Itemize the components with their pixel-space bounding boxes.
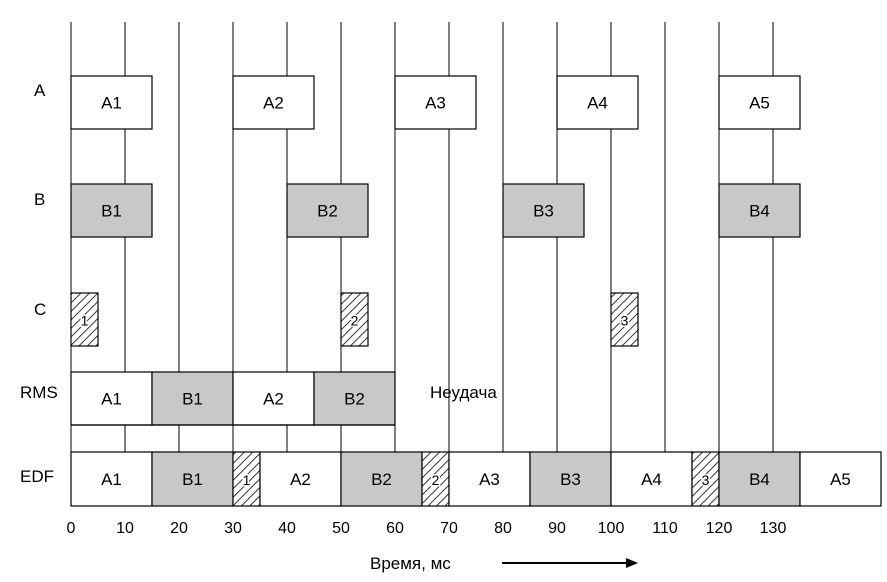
- block-edf: [529, 451, 612, 507]
- block-label: A4: [587, 94, 608, 113]
- block-label: A3: [425, 94, 446, 113]
- rms-failure-text: Неудача: [430, 383, 497, 402]
- tick-label: 60: [386, 520, 404, 537]
- row-labels: A B C RMS EDF: [20, 81, 58, 486]
- row-label-edf: EDF: [20, 467, 54, 486]
- block-edf: [340, 451, 423, 507]
- block-edf: [151, 451, 234, 507]
- row-label-b: B: [34, 190, 45, 209]
- block-label: A5: [830, 470, 851, 489]
- block-label: B4: [749, 202, 770, 221]
- block-b: [70, 183, 153, 238]
- block-label: A2: [290, 470, 311, 489]
- block-label: A5: [749, 94, 770, 113]
- block-label: B4: [749, 470, 770, 489]
- block-label: B3: [533, 202, 554, 221]
- block-label: B1: [182, 470, 203, 489]
- row-label-rms: RMS: [20, 383, 58, 402]
- tick-label: 120: [706, 520, 733, 537]
- block-a: [70, 75, 153, 130]
- x-axis-label: Время, мс: [370, 554, 451, 573]
- block-label: B1: [101, 202, 122, 221]
- block-label: B1: [182, 390, 203, 409]
- block-label: 1: [81, 313, 89, 329]
- arrow-right-icon: [502, 558, 638, 568]
- block-label: 1: [243, 472, 251, 488]
- block-c: [610, 292, 639, 347]
- block-edf: [70, 451, 153, 507]
- tick-label: 80: [494, 520, 512, 537]
- block-edf: [799, 451, 882, 507]
- block-label: B2: [317, 202, 338, 221]
- block-c: [70, 292, 99, 347]
- block-rms: [232, 371, 315, 426]
- block-label: 2: [351, 313, 359, 329]
- block-b: [502, 183, 585, 238]
- block-rms: [313, 371, 396, 426]
- tick-label: 90: [548, 520, 566, 537]
- row-label-a: A: [34, 81, 46, 100]
- block-label: 2: [432, 472, 440, 488]
- block-b: [718, 183, 801, 238]
- block-edf: [718, 451, 801, 507]
- task-blocks: A1 A2 A3 A4 A5 B1 B2 B3 B4 1 2 3 A1 B1 A2 B2 A1 B1 1 A2 B2 2 A…: [70, 75, 882, 507]
- block-label: A1: [101, 390, 122, 409]
- tick-label: 30: [224, 520, 242, 537]
- block-edf: [691, 451, 720, 507]
- block-a: [232, 75, 315, 130]
- block-label: A3: [479, 470, 500, 489]
- block-c: [340, 292, 369, 347]
- block-label: A1: [101, 94, 122, 113]
- block-label: A2: [263, 94, 284, 113]
- block-a: [718, 75, 801, 130]
- block-edf: [259, 451, 342, 507]
- row-label-c: C: [34, 300, 46, 319]
- block-a: [394, 75, 477, 130]
- block-label: A2: [263, 390, 284, 409]
- block-edf: [448, 451, 531, 507]
- tick-label: 100: [598, 520, 625, 537]
- block-label: B3: [560, 470, 581, 489]
- block-label: A4: [641, 470, 662, 489]
- time-axis-ticks: 0 10 20 30 40 50 60 70 80 90 100 110 120 130: [67, 520, 787, 537]
- tick-label: 110: [652, 520, 678, 537]
- tick-label: 0: [67, 520, 76, 537]
- block-b: [286, 183, 369, 238]
- tick-label: 10: [116, 520, 134, 537]
- tick-label: 50: [332, 520, 350, 537]
- block-edf: [610, 451, 693, 507]
- tick-label: 20: [170, 520, 188, 537]
- block-label: B2: [371, 470, 392, 489]
- block-label: 3: [702, 472, 710, 488]
- tick-label: 40: [278, 520, 296, 537]
- block-label: B2: [344, 390, 365, 409]
- block-label: A1: [101, 470, 122, 489]
- tick-label: 70: [440, 520, 458, 537]
- block-a: [556, 75, 639, 130]
- block-label: 3: [621, 313, 629, 329]
- tick-label: 130: [760, 520, 787, 537]
